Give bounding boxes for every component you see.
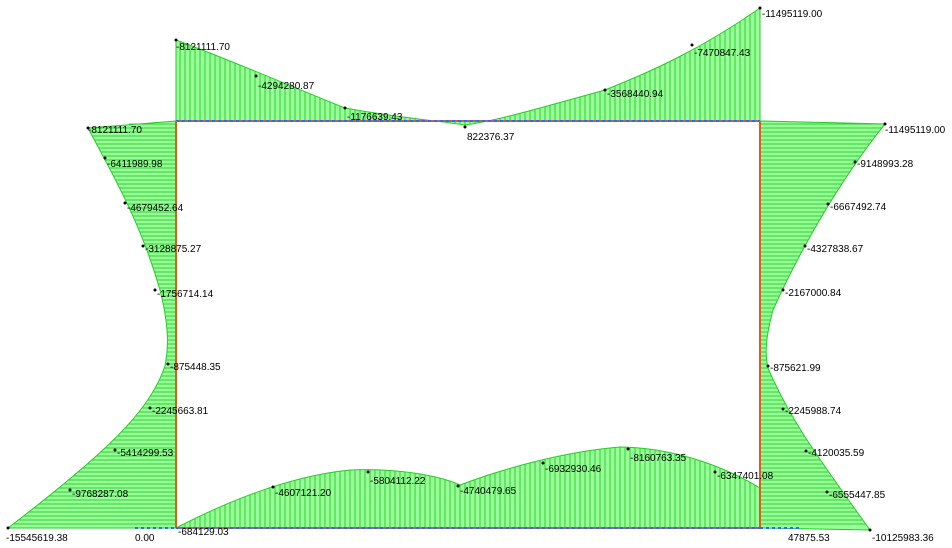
label-right-bottom: -10125983.36 (872, 533, 934, 544)
label-left-3: -3128875.27 (145, 244, 202, 255)
label-support-left: 0.00 (135, 533, 155, 544)
label-left-4: -1756714.14 (157, 289, 214, 300)
label-right-4: -2167000.84 (785, 288, 842, 299)
label-top-mid-right: -3568440.94 (607, 89, 664, 100)
label-right-3: -4327838.67 (807, 244, 864, 255)
label-bottom-2: -5804112.22 (370, 476, 426, 487)
label-left-6: -2245663.81 (152, 406, 209, 417)
label-support-right: 47875.53 (788, 533, 830, 544)
label-bottom-4: -6932930.46 (545, 464, 602, 475)
label-right-6: -2245988.74 (785, 406, 842, 417)
label-top-q1: -4294280.87 (258, 81, 315, 92)
top-beam-diagram (175, 7, 761, 126)
label-right-1: -9148993.28 (857, 159, 914, 170)
label-bottom-3: -4740479.65 (460, 486, 517, 497)
label-right-7: -4120035.59 (808, 448, 865, 459)
left-column-diagram (6, 120, 177, 529)
label-left-8: -9768287.08 (72, 489, 129, 500)
label-top-mid-left: -1176639.43 (347, 112, 403, 123)
label-top-left-end: -8121111.70 (176, 42, 230, 53)
label-bottom-6: -6347401.08 (717, 471, 774, 482)
frame-members (135, 120, 802, 529)
label-left-top: -8121111.70 (88, 125, 142, 136)
label-left-7: -5414299.53 (117, 448, 174, 459)
label-right-top: -11495119.00 (885, 125, 946, 136)
label-left-1: -6411989.98 (107, 159, 163, 170)
right-column-diagram (759, 120, 887, 531)
value-points (6, 6, 887, 532)
label-left-bottom: -15545619.38 (6, 533, 68, 544)
label-bottom-left-end: -684129.03 (178, 527, 229, 538)
label-bottom-1: -4607121.20 (275, 488, 332, 499)
label-top-right-end: -11495119.00 (762, 9, 823, 20)
label-top-q3: -7470847.43 (694, 48, 751, 59)
label-top-mid: 822376.37 (467, 132, 515, 143)
label-left-5: -875448.35 (170, 362, 221, 373)
label-right-2: -6667492.74 (830, 202, 887, 213)
label-bottom-5: -8160763.35 (630, 453, 687, 464)
label-right-8: -6555447.85 (829, 490, 886, 501)
label-right-5: -875621.99 (770, 363, 821, 374)
bottom-beam-diagram (175, 446, 761, 529)
value-labels: -8121111.70 -4294280.87 -1176639.43 8223… (6, 9, 946, 544)
label-left-2: -4679452.64 (127, 203, 184, 214)
